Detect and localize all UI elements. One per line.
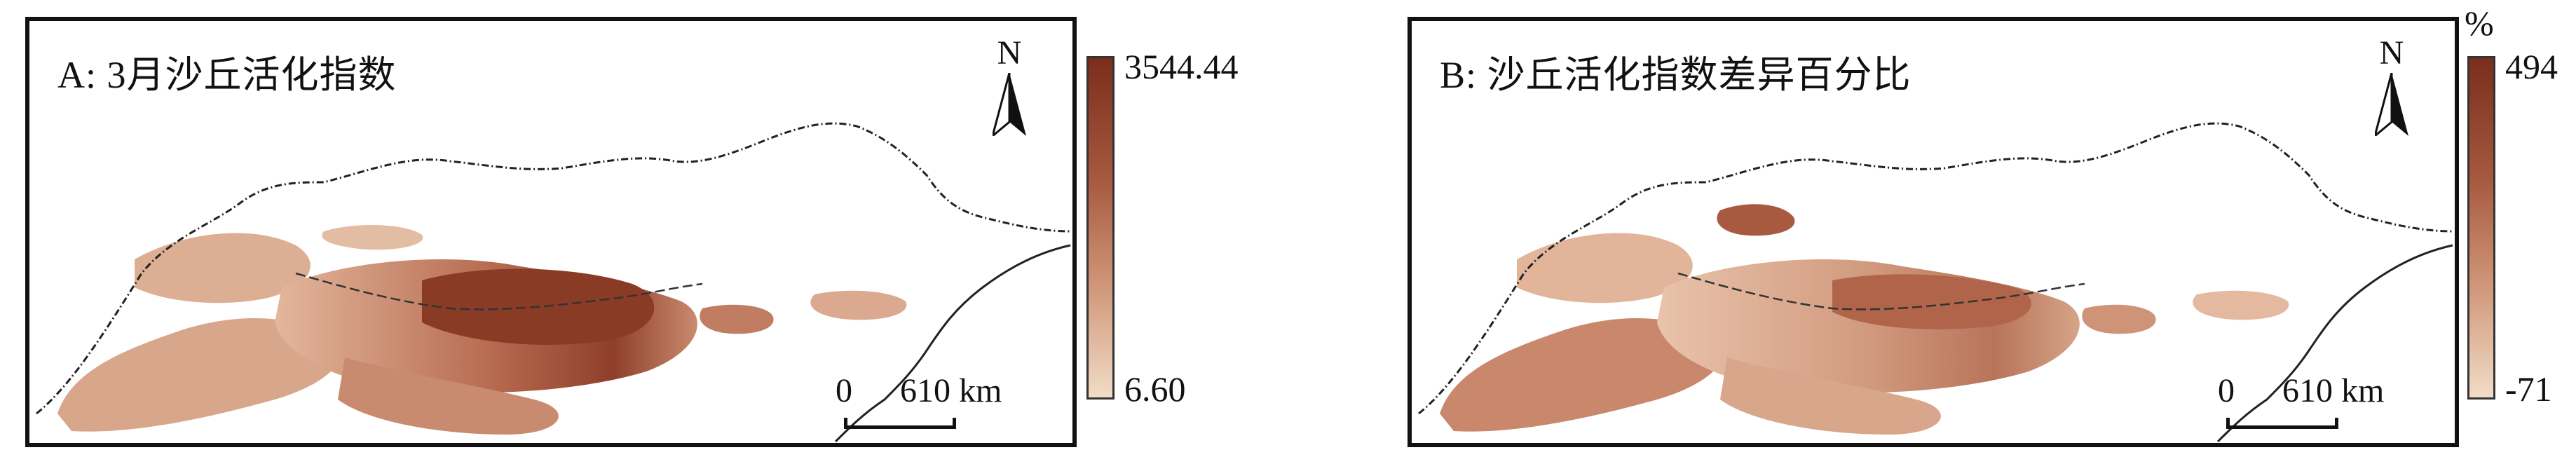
dune-region-north-west <box>1517 233 1693 303</box>
map-panel-a: A: 3月沙丘活化指数 N 0 610 km <box>25 17 1077 447</box>
scale-distance: 610 km <box>900 372 1002 409</box>
scale-distance: 610 km <box>2282 372 2385 409</box>
dune-region-west <box>57 318 341 432</box>
north-arrow: N <box>2364 36 2420 142</box>
color-ramp <box>1086 56 1115 400</box>
legend-a: 3544.44 6.60 <box>1086 47 1283 409</box>
panel-title: A: 3月沙丘活化指数 <box>57 54 397 96</box>
legend-min: -71 <box>2505 369 2552 409</box>
legend-max: 494 <box>2505 47 2558 86</box>
color-ramp <box>2467 56 2495 400</box>
sand-dune-map-a <box>36 122 1071 443</box>
dune-region-north <box>322 224 423 250</box>
north-arrow-icon <box>2375 73 2408 136</box>
north-label: N <box>997 34 1022 71</box>
north-label: N <box>2379 34 2404 71</box>
map-panel-b: B: 沙丘活化指数差异百分比 N 0 610 km <box>1408 17 2459 447</box>
scale-bar: 0 610 km <box>2218 371 2455 443</box>
dune-region-east <box>700 304 774 334</box>
country-boundary <box>1418 122 2453 415</box>
dune-region-far-east <box>2193 290 2289 320</box>
coastline <box>834 244 1071 443</box>
panel-title: B: 沙丘活化指数差异百分比 <box>1440 54 1911 96</box>
scale-bar: 0 610 km <box>836 371 1072 443</box>
dune-region-west <box>1440 318 1724 432</box>
sand-dune-map-b <box>1418 122 2453 443</box>
country-boundary <box>36 122 1071 415</box>
north-arrow: N <box>981 36 1037 142</box>
legend-b: % 494 -71 <box>2465 4 2576 409</box>
scale-bar-line <box>844 418 956 429</box>
scale-zero: 0 <box>2218 372 2235 409</box>
province-boundary <box>1677 272 2085 311</box>
province-boundary <box>295 272 703 311</box>
legend-max: 3544.44 <box>1124 47 1239 86</box>
legend-unit: % <box>2465 4 2494 43</box>
scale-bar-line <box>2226 418 2338 429</box>
coastline <box>2216 244 2453 443</box>
scale-zero: 0 <box>836 372 852 409</box>
dune-region-far-east <box>810 290 907 320</box>
dune-region-east <box>2082 304 2156 334</box>
dune-region-north-patch <box>1717 204 1795 236</box>
dune-region-core <box>1832 274 2031 329</box>
dune-region-north-west <box>135 233 311 303</box>
north-arrow-icon <box>993 73 1026 136</box>
dune-region-south <box>338 357 559 435</box>
legend-min: 6.60 <box>1124 369 1186 409</box>
dune-region-south <box>1720 357 1941 435</box>
